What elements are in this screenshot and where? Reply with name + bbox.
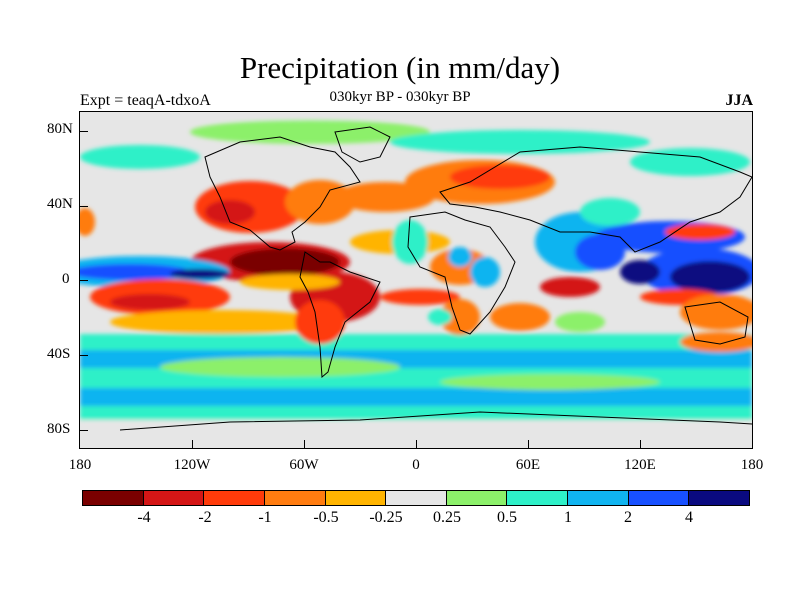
colorbar-label: 2 — [624, 509, 632, 526]
y-tick — [80, 131, 88, 132]
y-tick — [80, 430, 88, 431]
colorbar-box — [628, 491, 690, 505]
experiment-label: Expt = teaqA-tdxoA — [80, 92, 211, 109]
y-label-40s: 40S — [47, 346, 71, 362]
plot-title: Precipitation (in mm/day) — [239, 50, 561, 85]
period-label: 030kyr BP - 030kyr BP — [329, 89, 471, 105]
colorbar-box — [143, 491, 205, 505]
colorbar-box — [264, 491, 326, 505]
colorbar-label: 4 — [685, 509, 693, 526]
y-label-0: 0 — [62, 271, 70, 287]
y-label-80n: 80N — [47, 121, 73, 137]
map-field — [80, 112, 752, 448]
coastlines — [119, 126, 752, 431]
x-tick — [640, 440, 641, 448]
x-tick — [304, 440, 305, 448]
colorbar-label: 0.25 — [433, 509, 461, 526]
season-label: JJA — [725, 92, 753, 109]
colorbar-box — [568, 491, 629, 505]
colorbar-box — [204, 491, 265, 505]
x-tick — [416, 440, 417, 448]
x-label-60w: 60W — [289, 457, 319, 473]
x-label-60e: 60E — [515, 457, 541, 473]
colorbar-box — [507, 491, 569, 505]
colorbar-label: -0.25 — [369, 509, 403, 526]
colorbar-label: -0.5 — [313, 509, 339, 526]
colorbar-box — [386, 491, 447, 505]
x-tick — [528, 440, 529, 448]
colorbar-box — [446, 491, 508, 505]
colorbar-label: -1 — [258, 509, 272, 526]
colorbar — [82, 490, 750, 506]
colorbar-label: -4 — [137, 509, 151, 526]
colorbar-box — [83, 491, 144, 505]
precipitation-map — [79, 111, 753, 449]
y-tick — [80, 206, 88, 207]
x-label-180-west: 180 — [68, 457, 92, 473]
colorbar-label: -2 — [198, 509, 212, 526]
x-tick — [192, 440, 193, 448]
y-label-40n: 40N — [47, 196, 73, 212]
x-label-180-east: 180 — [740, 457, 764, 473]
x-label-120w: 120W — [173, 457, 211, 473]
x-label-120e: 120E — [624, 457, 656, 473]
colorbar-box — [325, 491, 387, 505]
x-label-0: 0 — [412, 457, 420, 473]
colorbar-box — [689, 491, 750, 505]
y-tick — [80, 355, 88, 356]
y-label-80s: 80S — [47, 421, 71, 437]
colorbar-label: 1 — [564, 509, 572, 526]
y-tick — [80, 280, 88, 281]
colorbar-label: 0.5 — [497, 509, 517, 526]
